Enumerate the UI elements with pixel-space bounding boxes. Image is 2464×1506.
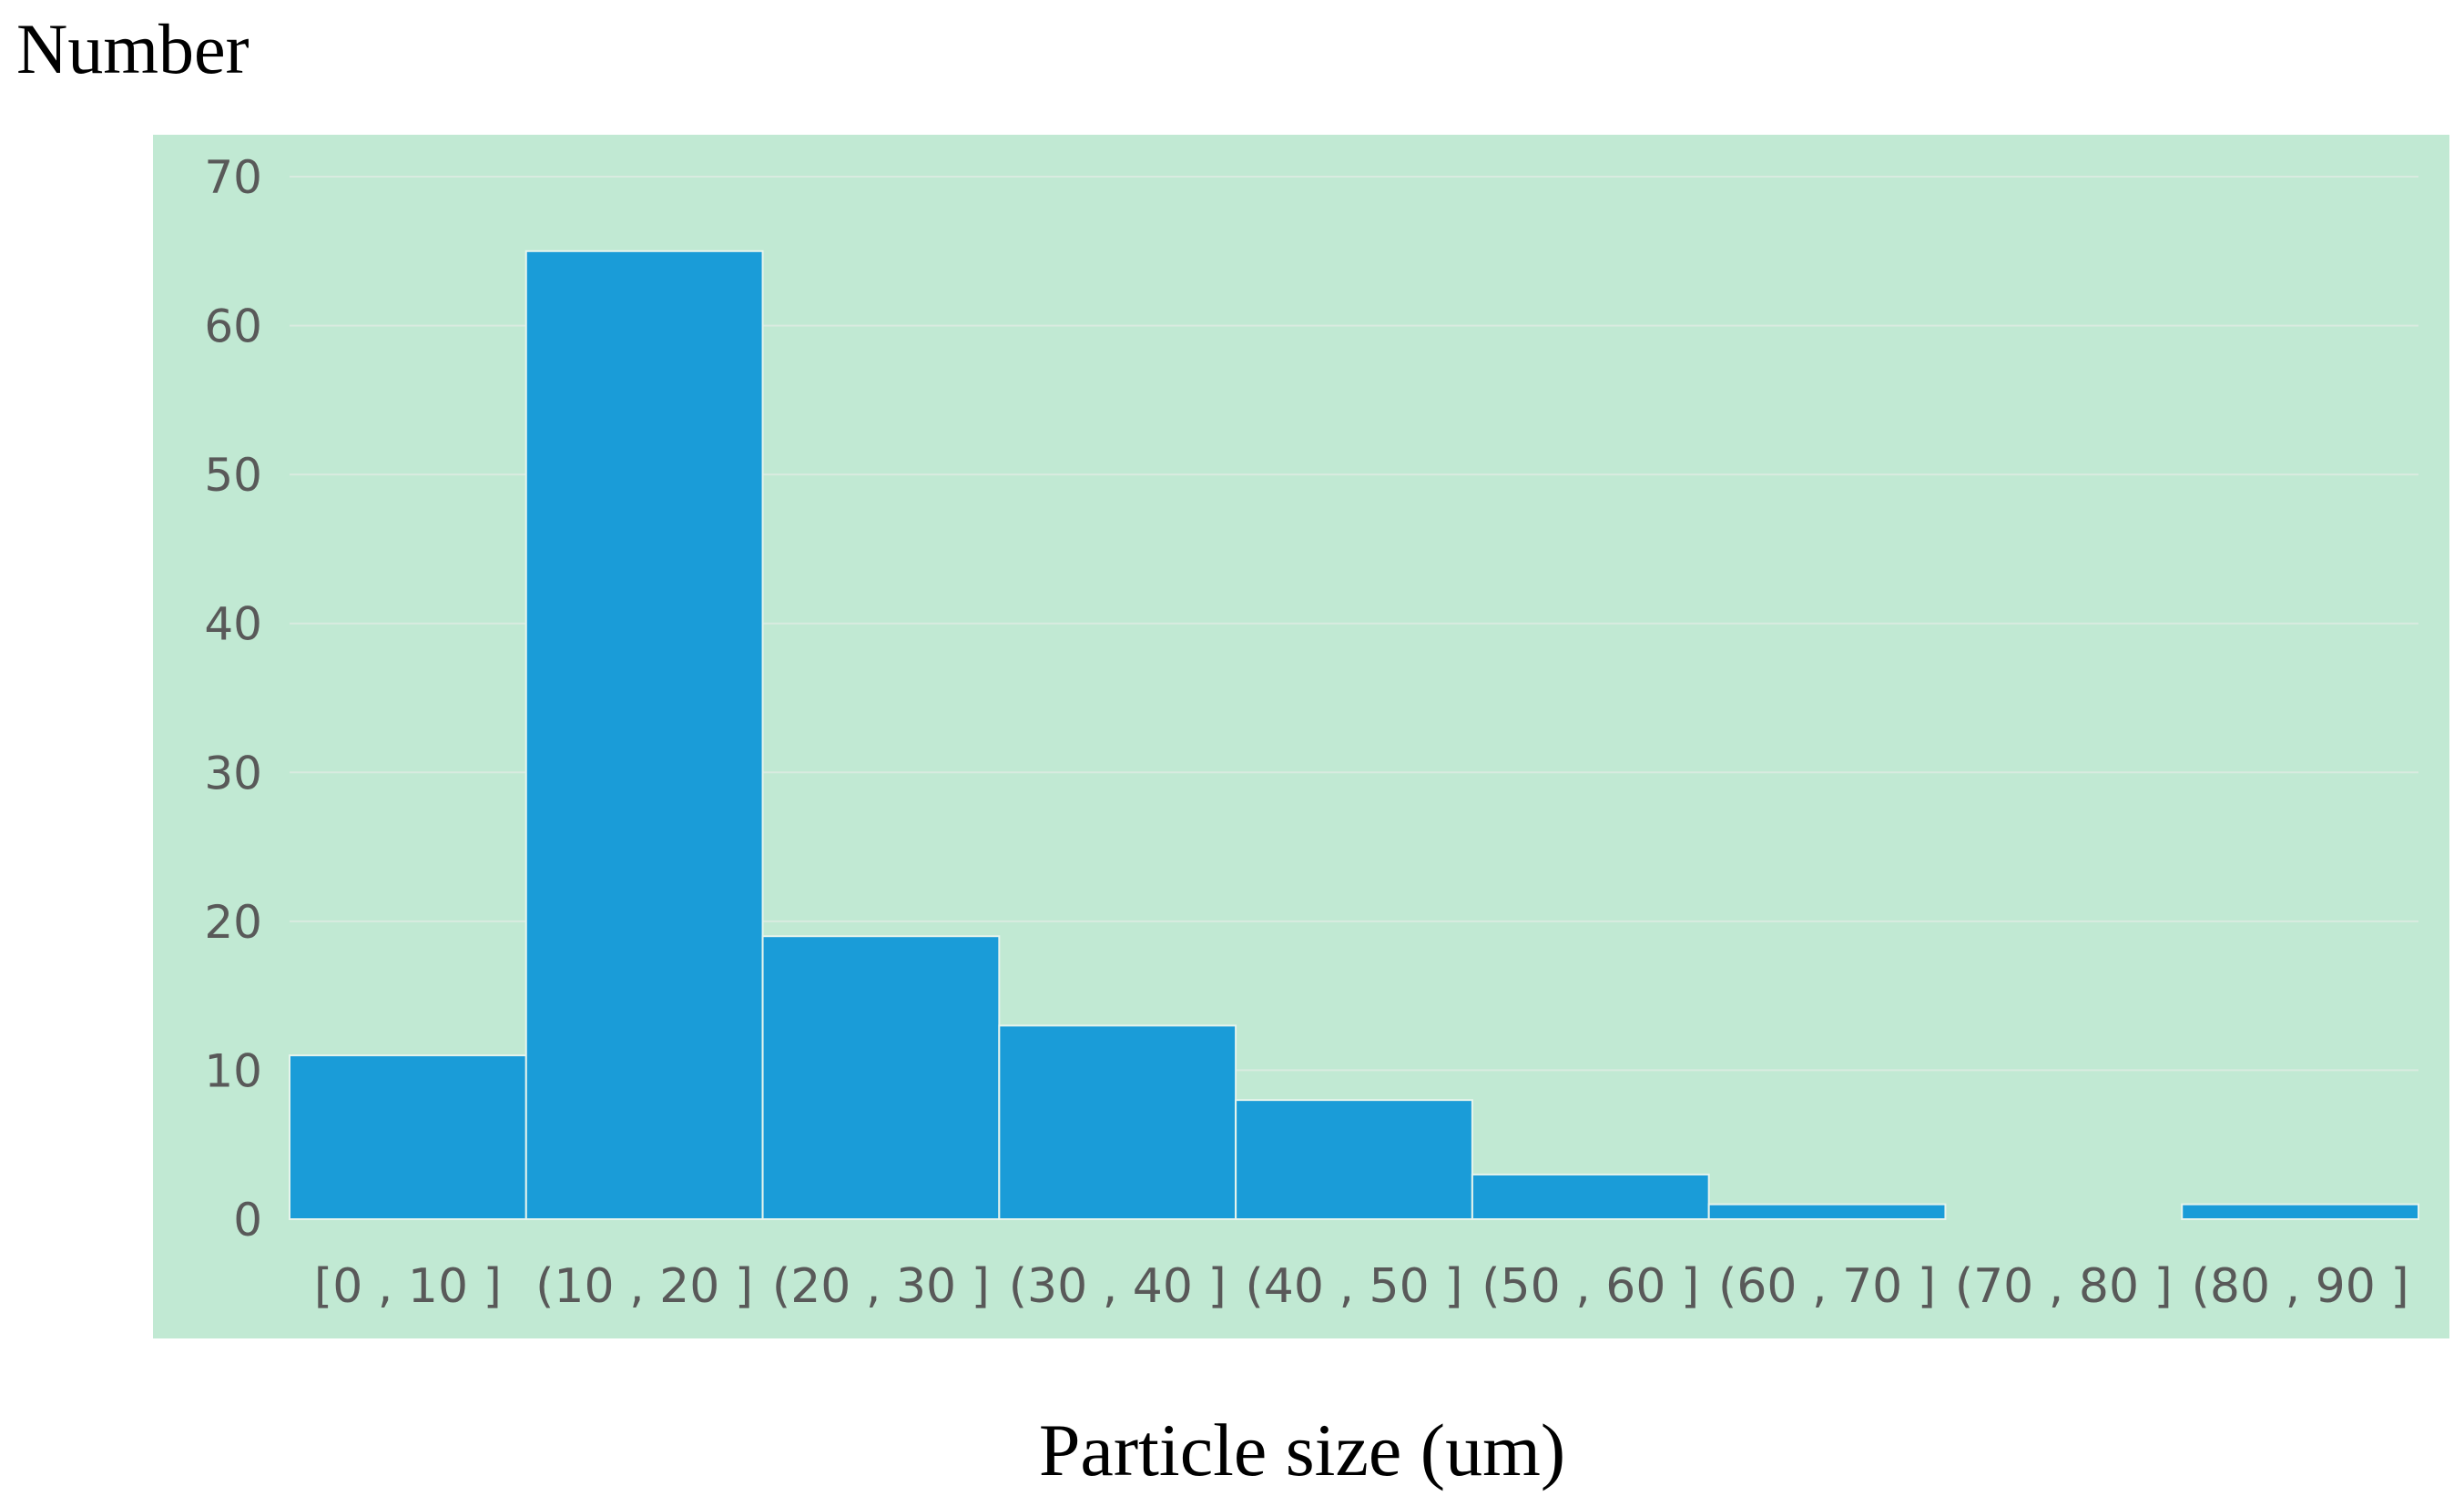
bar [1471, 1173, 1710, 1221]
x-axis-ticks: [0 , 10 ] (10 , 20 ] (20 , 30 ] (30 , 40 ] (… [314, 1259, 2409, 1314]
x-tick-label: (70 , 80 ] [1955, 1259, 2173, 1314]
x-tick-label: (40 , 50 ] [1245, 1259, 1462, 1314]
bar [1235, 1099, 1473, 1220]
y-tick-label: 70 [204, 151, 262, 204]
x-tick-label: (10 , 20 ] [535, 1259, 753, 1314]
bars [289, 249, 2419, 1221]
y-tick-label: 30 [204, 747, 262, 799]
y-tick-label: 50 [204, 449, 262, 502]
bar [2181, 1203, 2419, 1220]
x-tick-label: (60 , 70 ] [1718, 1259, 1936, 1314]
y-tick-label: 0 [233, 1194, 262, 1247]
bar [289, 1054, 527, 1220]
bar [761, 935, 1001, 1220]
x-tick-label: (50 , 60 ] [1481, 1259, 1699, 1314]
y-tick-label: 40 [204, 598, 262, 651]
bar [998, 1024, 1237, 1221]
y-tick-label: 20 [204, 896, 262, 949]
bar [1707, 1203, 1947, 1220]
y-tick-label: 10 [204, 1044, 262, 1097]
bar [524, 249, 764, 1220]
x-tick-label: (30 , 40 ] [1009, 1259, 1227, 1314]
y-axis-ticks: 0 10 20 30 40 50 60 70 [204, 151, 262, 1247]
x-tick-label: [0 , 10 ] [314, 1259, 502, 1314]
y-axis-title: Number [16, 9, 249, 88]
x-tick-label: (20 , 30 ] [772, 1259, 990, 1314]
y-tick-label: 60 [204, 300, 262, 353]
x-axis-title: Particle size (um) [1039, 1409, 1565, 1491]
x-tick-label: (80 , 90 ] [2192, 1259, 2409, 1314]
